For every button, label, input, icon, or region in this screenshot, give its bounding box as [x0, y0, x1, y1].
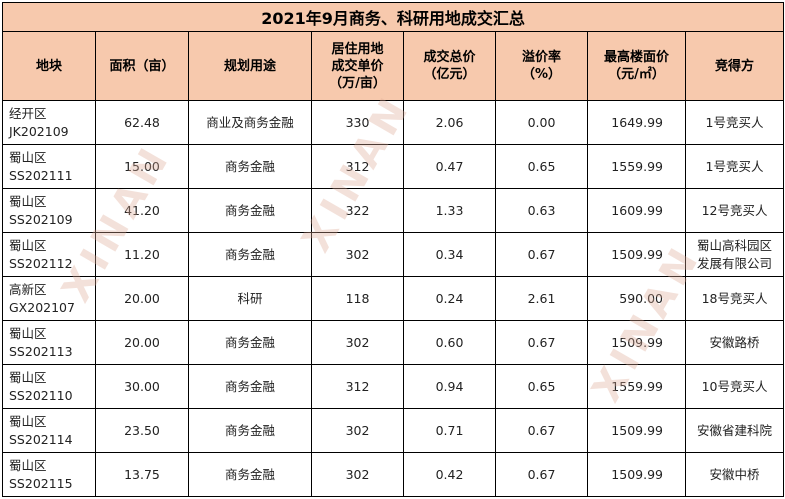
cell-plot: 蜀山区 SS202114: [2, 408, 96, 453]
cell-winner: 1号竞买人: [684, 144, 785, 189]
cell-plot: 蜀山区 SS202115: [2, 452, 96, 497]
cell-unit-price: 330: [311, 100, 404, 145]
cell-premium-rate: 0.67: [495, 452, 588, 497]
cell-unit-price: 322: [311, 188, 404, 233]
cell-total-price: 0.34: [403, 232, 496, 277]
cell-floor-price: 1559.99: [587, 364, 686, 409]
cell-premium-rate: 0.00: [495, 100, 588, 145]
table-row: 蜀山区 SS202115 13.75 商务金融 302 0.42 0.67 1509.99 安徽…: [2, 452, 785, 497]
cell-unit-price: 302: [311, 452, 404, 497]
table-row: 经开区 JK202109 62.48 商业及商务金融 330 2.06 0.00 1649.9…: [2, 100, 785, 145]
cell-area: 11.20: [95, 232, 189, 277]
cell-area: 20.00: [95, 276, 189, 321]
table-row: 高新区 GX202107 20.00 科研 118 0.24 2.61 590.00 18号竞买…: [2, 276, 785, 321]
cell-premium-rate: 0.67: [495, 408, 588, 453]
cell-floor-price: 1509.99: [587, 452, 686, 497]
cell-unit-price: 312: [311, 364, 404, 409]
cell-winner: 蜀山高科园区 发展有限公司: [684, 232, 785, 277]
cell-unit-price: 312: [311, 144, 404, 189]
cell-usage: 商务金融: [188, 364, 312, 409]
cell-total-price: 2.06: [403, 100, 496, 145]
cell-plot: 蜀山区 SS202112: [2, 232, 96, 277]
cell-premium-rate: 0.67: [495, 232, 588, 277]
cell-area: 41.20: [95, 188, 189, 233]
header-winner: 竞得方: [684, 31, 785, 101]
header-total-price: 成交总价 （亿元）: [403, 31, 496, 101]
header-area: 面积（亩）: [95, 31, 189, 101]
cell-plot: 蜀山区 SS202110: [2, 364, 96, 409]
cell-unit-price: 302: [311, 232, 404, 277]
cell-premium-rate: 2.61: [495, 276, 588, 321]
cell-premium-rate: 0.65: [495, 144, 588, 189]
header-row: 地块 面积（亩） 规划用途 居住用地 成交单价 （万/亩） 成交总价 （亿元） 溢价率 （%） 最高…: [2, 31, 785, 101]
cell-plot: 蜀山区 SS202109: [2, 188, 96, 233]
cell-total-price: 0.60: [403, 320, 496, 365]
cell-area: 20.00: [95, 320, 189, 365]
table-body: 经开区 JK202109 62.48 商业及商务金融 330 2.06 0.00 1649.9…: [2, 100, 785, 497]
cell-winner: 安徽中桥: [684, 452, 785, 497]
cell-area: 23.50: [95, 408, 189, 453]
cell-usage: 商务金融: [188, 144, 312, 189]
header-usage: 规划用途: [188, 31, 312, 101]
cell-winner: 1号竞买人: [684, 100, 785, 145]
cell-total-price: 0.24: [403, 276, 496, 321]
cell-plot: 高新区 GX202107: [2, 276, 96, 321]
cell-floor-price: 1509.99: [587, 232, 686, 277]
cell-winner: 18号竞买人: [684, 276, 785, 321]
cell-unit-price: 302: [311, 408, 404, 453]
cell-premium-rate: 0.63: [495, 188, 588, 233]
table-row: 蜀山区 SS202110 30.00 商务金融 312 0.94 0.65 1559.99 10…: [2, 364, 785, 409]
cell-area: 62.48: [95, 100, 189, 145]
cell-winner: 12号竞买人: [684, 188, 785, 233]
cell-unit-price: 118: [311, 276, 404, 321]
header-premium-rate: 溢价率 （%）: [495, 31, 588, 101]
table-row: 蜀山区 SS202109 41.20 商务金融 322 1.33 0.63 1609.99 12…: [2, 188, 785, 233]
cell-floor-price: 1509.99: [587, 408, 686, 453]
cell-total-price: 0.47: [403, 144, 496, 189]
cell-total-price: 0.94: [403, 364, 496, 409]
cell-area: 30.00: [95, 364, 189, 409]
cell-usage: 商业及商务金融: [188, 100, 312, 145]
cell-usage: 商务金融: [188, 452, 312, 497]
cell-floor-price: 1649.99: [587, 100, 686, 145]
cell-floor-price: 1559.99: [587, 144, 686, 189]
cell-usage: 商务金融: [188, 232, 312, 277]
cell-premium-rate: 0.65: [495, 364, 588, 409]
table-row: 蜀山区 SS202113 20.00 商务金融 302 0.60 0.67 1509.99 安徽…: [2, 320, 785, 365]
table-row: 蜀山区 SS202114 23.50 商务金融 302 0.71 0.67 1509.99 安徽…: [2, 408, 785, 453]
header-unit-price: 居住用地 成交单价 （万/亩）: [311, 31, 404, 101]
table-row: 蜀山区 SS202111 15.00 商务金融 312 0.47 0.65 1559.99 1号…: [2, 144, 785, 189]
table-title: 2021年9月商务、科研用地成交汇总: [1, 2, 785, 32]
cell-usage: 商务金融: [188, 408, 312, 453]
cell-floor-price: 1609.99: [587, 188, 686, 233]
cell-usage: 商务金融: [188, 320, 312, 365]
cell-floor-price: 590.00: [587, 276, 686, 321]
cell-unit-price: 302: [311, 320, 404, 365]
cell-usage: 商务金融: [188, 188, 312, 233]
cell-total-price: 0.71: [403, 408, 496, 453]
cell-winner: 安徽省建科院: [684, 408, 785, 453]
table-row: 蜀山区 SS202112 11.20 商务金融 302 0.34 0.67 1509.99 蜀山…: [2, 232, 785, 277]
cell-plot: 经开区 JK202109: [2, 100, 96, 145]
cell-plot: 蜀山区 SS202111: [2, 144, 96, 189]
cell-usage: 科研: [188, 276, 312, 321]
cell-winner: 10号竞买人: [684, 364, 785, 409]
header-floor-price: 最高楼面价 （元/㎡）: [587, 31, 686, 101]
cell-area: 13.75: [95, 452, 189, 497]
cell-winner: 安徽路桥: [684, 320, 785, 365]
cell-plot: 蜀山区 SS202113: [2, 320, 96, 365]
cell-floor-price: 1509.99: [587, 320, 686, 365]
cell-total-price: 0.42: [403, 452, 496, 497]
cell-premium-rate: 0.67: [495, 320, 588, 365]
header-plot: 地块: [2, 31, 96, 101]
cell-total-price: 1.33: [403, 188, 496, 233]
cell-area: 15.00: [95, 144, 189, 189]
